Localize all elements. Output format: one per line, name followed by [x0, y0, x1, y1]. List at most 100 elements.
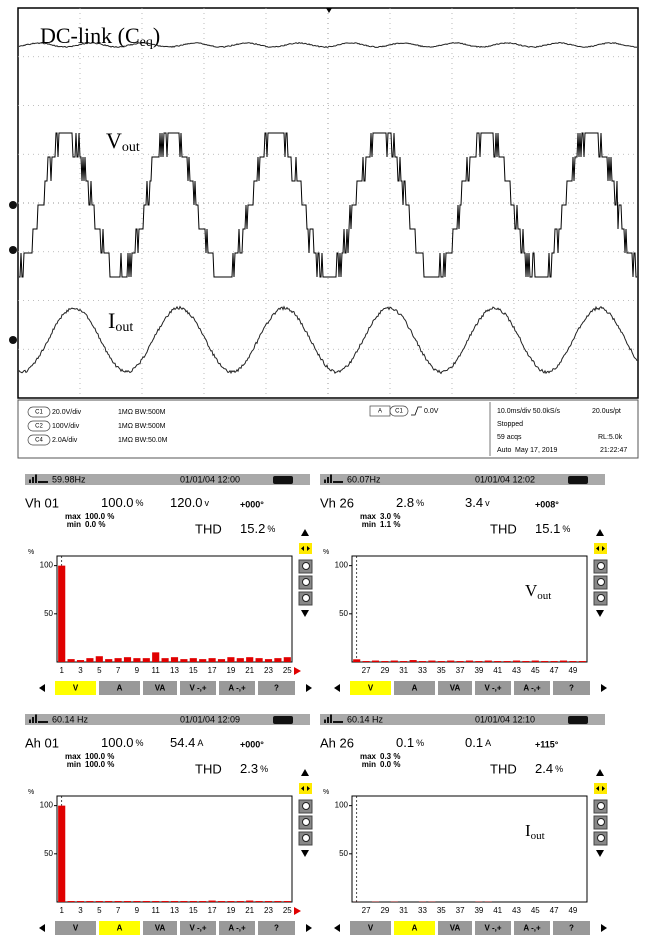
label-sub: out: [531, 830, 545, 842]
tab-left: [39, 684, 45, 692]
min-value: 0.0 %: [85, 520, 105, 529]
reading: 3.4: [465, 495, 483, 510]
x-tick-label: 35: [437, 666, 446, 675]
min-label: min: [67, 760, 81, 769]
tab-label[interactable]: VA: [155, 924, 166, 933]
x-tick-label: 37: [456, 906, 465, 915]
bar: [447, 661, 454, 662]
tab-label[interactable]: A -,+: [228, 684, 246, 693]
channel-marker: [9, 246, 17, 254]
bar: [256, 901, 263, 902]
x-tick-label: 25: [283, 666, 292, 675]
tab-label[interactable]: A -,+: [228, 924, 246, 933]
tab-label[interactable]: V: [368, 924, 374, 933]
bar: [68, 901, 75, 902]
x-tick-label: 7: [116, 666, 121, 675]
side-icon: [303, 563, 310, 570]
tab-label[interactable]: A -,+: [523, 684, 541, 693]
tab-label[interactable]: V: [73, 684, 79, 693]
bar: [77, 901, 84, 902]
side-button[interactable]: [594, 543, 607, 554]
x-tick-label: 7: [116, 906, 121, 915]
tab-label[interactable]: ?: [569, 684, 574, 693]
signal-icon: [330, 715, 332, 724]
tab-label[interactable]: VA: [155, 684, 166, 693]
side-button[interactable]: [594, 783, 607, 794]
reading: 100.0: [101, 495, 134, 510]
bar: [428, 661, 435, 662]
side-icon: [303, 803, 310, 810]
channel-marker: [9, 336, 17, 344]
min-label: min: [362, 520, 376, 529]
label-sub: out: [122, 140, 140, 155]
bar: [58, 566, 65, 662]
timebase-state: Stopped: [497, 421, 523, 428]
label-text: DC-link (C: [40, 23, 140, 48]
side-icon: [598, 835, 605, 842]
datetime: 01/01/04 12:10: [475, 714, 535, 724]
x-tick-label: 23: [264, 906, 273, 915]
label-text: I: [108, 308, 115, 333]
bar: [218, 659, 225, 662]
channel-name: C2: [35, 424, 43, 430]
side-button[interactable]: [299, 783, 312, 794]
harmonic-rank: Vh 01: [25, 495, 59, 510]
side-button[interactable]: [299, 543, 312, 554]
tab-label[interactable]: A: [412, 684, 418, 693]
min-label: min: [362, 760, 376, 769]
x-tick-label: 47: [550, 906, 559, 915]
bar: [190, 901, 197, 902]
harmonic-phase: +000°: [240, 499, 264, 509]
battery-icon: [568, 476, 588, 484]
tab-label[interactable]: V -,+: [484, 684, 501, 693]
tab-label[interactable]: A -,+: [523, 924, 541, 933]
y-tick-label: 100: [40, 801, 54, 810]
channel-scale: 2.0A/div: [52, 437, 78, 444]
x-tick-label: 5: [97, 906, 102, 915]
tab-label[interactable]: V -,+: [189, 924, 206, 933]
tab-label[interactable]: ?: [274, 684, 279, 693]
x-tick-label: 1: [59, 666, 64, 675]
x-tick-label: 15: [189, 666, 198, 675]
side-icon: [303, 595, 310, 602]
tab-label[interactable]: A: [117, 684, 123, 693]
harmonic-value: 3.4v: [465, 495, 490, 510]
min-value: 0.0 %: [380, 760, 400, 769]
bar: [190, 658, 197, 662]
reading: 54.4: [170, 735, 195, 750]
harmonic-percent: 0.1%: [396, 735, 424, 750]
tab-label[interactable]: V: [368, 684, 374, 693]
tab-right: [306, 924, 312, 932]
bar: [180, 659, 187, 662]
thd-label: THD: [490, 521, 517, 536]
x-tick-label: 39: [474, 906, 483, 915]
min-label: min: [67, 520, 81, 529]
thd-label: THD: [490, 761, 517, 776]
tab-label[interactable]: VA: [450, 684, 461, 693]
frequency: 60.14 Hz: [52, 714, 89, 724]
tab-label[interactable]: ?: [274, 924, 279, 933]
tab-label[interactable]: V -,+: [484, 924, 501, 933]
tab-label[interactable]: A: [117, 924, 123, 933]
reading: 2.4: [535, 761, 553, 776]
tab-label[interactable]: A: [412, 924, 418, 933]
bar: [96, 901, 103, 902]
bar: [96, 656, 103, 662]
bar: [410, 660, 417, 662]
tab-label[interactable]: VA: [450, 924, 461, 933]
bar: [274, 658, 281, 662]
thd-value: 2.3%: [240, 761, 268, 776]
channel-scale: 100V/div: [52, 423, 80, 430]
bar: [560, 661, 567, 662]
unit: %: [136, 738, 144, 748]
x-tick-label: 43: [512, 666, 521, 675]
x-tick-label: 33: [418, 666, 427, 675]
x-tick-label: 15: [189, 906, 198, 915]
tab-label[interactable]: V: [73, 924, 79, 933]
tab-label[interactable]: V -,+: [189, 684, 206, 693]
timebase-rate: 10.0ms/div 50.0kS/s: [497, 408, 561, 415]
signal-icon: [333, 481, 343, 483]
channel-marker: [9, 201, 17, 209]
tab-label[interactable]: ?: [569, 924, 574, 933]
bar: [227, 901, 234, 902]
